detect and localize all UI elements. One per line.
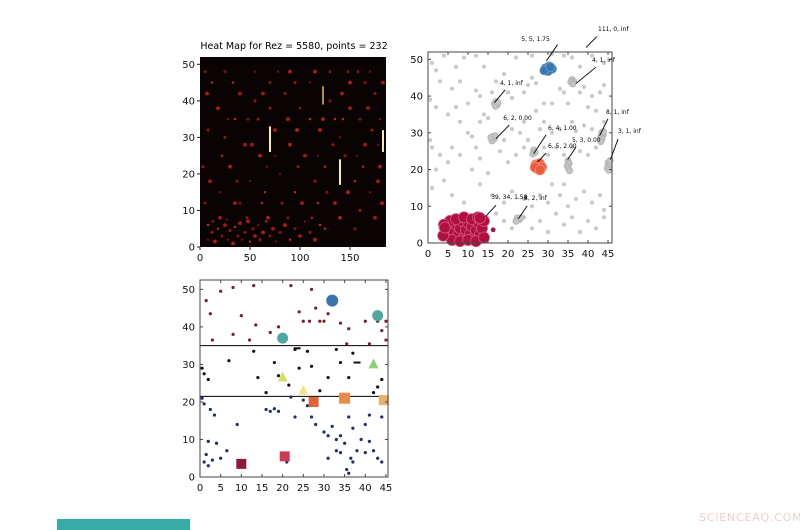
svg-text:15: 15: [256, 483, 269, 494]
cluster-annotation: 4, 1, inf: [500, 80, 524, 87]
svg-text:0: 0: [425, 249, 431, 260]
cluster-annotation: 3, 1, inf: [618, 128, 642, 135]
cluster-plot: 0 5 10 15 20 25 30 35 40 45 0 10 20 30 40 50 111, 0, inf…: [410, 26, 641, 260]
heatmap-plot: 0 50 100 150 0 10 20 30 40 50: [182, 57, 386, 264]
svg-text:10: 10: [410, 202, 423, 213]
svg-text:0: 0: [197, 253, 203, 264]
svg-text:50: 50: [182, 60, 195, 71]
cluster-annotation: 8, 2, inf: [524, 195, 548, 202]
svg-text:30: 30: [410, 128, 423, 139]
svg-text:10: 10: [182, 206, 195, 217]
svg-text:10: 10: [182, 435, 195, 446]
cluster-annotation: 6, 4, 1.00: [548, 125, 577, 132]
svg-text:25: 25: [522, 249, 535, 260]
svg-text:15: 15: [482, 249, 495, 260]
cluster-annotation: 39, 34, 1.58: [491, 194, 527, 201]
watermark-text: SCIENCEAQ.COM: [699, 511, 800, 524]
svg-text:40: 40: [182, 322, 195, 333]
svg-text:10: 10: [235, 483, 248, 494]
svg-text:35: 35: [338, 483, 351, 494]
cluster-annotation: 6, 5, 2.00: [548, 143, 577, 150]
svg-text:10: 10: [462, 249, 475, 260]
cluster-annotation: 5, 5, 1.75: [521, 36, 550, 43]
svg-text:45: 45: [602, 249, 615, 260]
svg-text:20: 20: [182, 397, 195, 408]
cluster-annotation: 4, 1, inf: [592, 57, 616, 64]
svg-text:5: 5: [217, 483, 223, 494]
svg-text:30: 30: [182, 133, 195, 144]
svg-text:20: 20: [502, 249, 515, 260]
svg-text:50: 50: [410, 55, 423, 66]
svg-text:40: 40: [359, 483, 372, 494]
svg-text:35: 35: [562, 249, 575, 260]
svg-text:40: 40: [410, 92, 423, 103]
cluster-annotation: 111, 0, inf: [598, 26, 629, 33]
svg-text:20: 20: [276, 483, 289, 494]
cluster-annotation: 8, 1, inf: [606, 109, 630, 116]
svg-text:20: 20: [182, 169, 195, 180]
svg-text:0: 0: [189, 243, 195, 254]
svg-text:150: 150: [340, 253, 359, 264]
svg-text:20: 20: [410, 165, 423, 176]
svg-text:5: 5: [445, 249, 451, 260]
svg-text:50: 50: [244, 253, 257, 264]
brand-bar: [57, 519, 190, 530]
svg-text:0: 0: [189, 473, 195, 484]
svg-text:50: 50: [182, 285, 195, 296]
svg-text:30: 30: [318, 483, 331, 494]
svg-text:30: 30: [542, 249, 555, 260]
svg-text:0: 0: [197, 483, 203, 494]
svg-text:30: 30: [182, 360, 195, 371]
heatmap-title: Heat Map for Rez = 5580, points = 232: [200, 41, 388, 52]
svg-text:40: 40: [582, 249, 595, 260]
svg-text:40: 40: [182, 96, 195, 107]
svg-text:0: 0: [417, 239, 423, 250]
cluster-annotation: 6, 2, 0.00: [503, 115, 532, 122]
cluster-annotation: 5, 3, 0.00: [572, 137, 601, 144]
class-plot: 0 5 10 15 20 25 30 35 40 45 0 10 20 30 40 50: [182, 279, 393, 494]
svg-text:100: 100: [290, 253, 309, 264]
svg-text:45: 45: [380, 483, 393, 494]
svg-text:25: 25: [297, 483, 310, 494]
